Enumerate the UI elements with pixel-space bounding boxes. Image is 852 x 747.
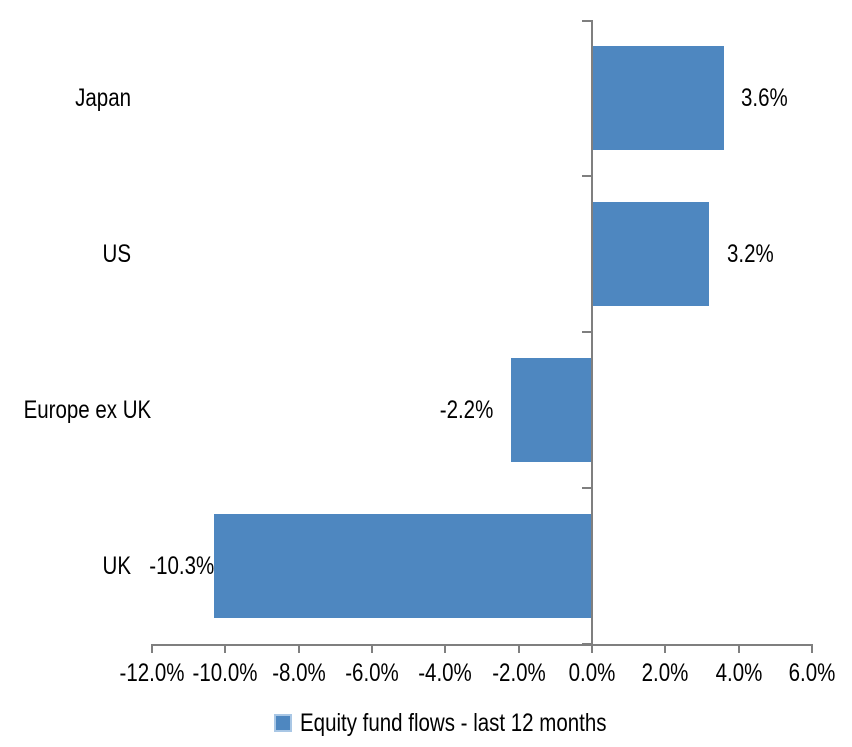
y-axis-tick xyxy=(582,487,591,489)
x-axis-tick xyxy=(517,644,520,653)
y-axis-tick xyxy=(582,20,591,22)
category-label-japan: Japan xyxy=(75,84,131,112)
x-tick-label: -6.0% xyxy=(345,659,399,687)
bar-uk xyxy=(214,514,592,618)
category-label-uk: UK xyxy=(102,552,131,580)
x-axis-tick xyxy=(297,644,300,653)
x-tick-label: 2.0% xyxy=(641,659,689,687)
y-axis-tick xyxy=(582,643,591,645)
x-axis-tick xyxy=(591,644,593,653)
value-label-us: 3.2% xyxy=(727,240,775,268)
legend-swatch xyxy=(274,714,292,732)
value-label-europe-ex-uk: -2.2% xyxy=(439,396,494,424)
x-axis-tick xyxy=(224,644,227,653)
y-axis-line xyxy=(591,20,593,646)
x-tick-label: -4.0% xyxy=(418,659,473,687)
bar-europe-ex-uk xyxy=(511,358,592,462)
x-tick-label: -12.0% xyxy=(119,659,185,687)
value-label-japan: 3.6% xyxy=(741,84,788,112)
legend-label: Equity fund flows - last 12 months xyxy=(300,709,607,737)
y-axis-tick xyxy=(582,331,591,333)
bar-us xyxy=(592,202,710,306)
x-tick-label: -10.0% xyxy=(192,659,258,687)
x-tick-label: 4.0% xyxy=(715,659,763,687)
category-label-europe-ex-uk: Europe ex UK xyxy=(23,396,152,424)
bar-japan xyxy=(592,46,724,150)
x-tick-label: 6.0% xyxy=(788,659,836,687)
y-axis-tick xyxy=(582,175,591,177)
x-axis-tick xyxy=(811,644,813,653)
category-label-us: US xyxy=(102,240,131,268)
x-tick-label: -2.0% xyxy=(491,659,546,687)
x-axis-tick xyxy=(737,644,740,653)
x-axis-tick xyxy=(371,644,373,653)
x-axis-line xyxy=(152,644,813,646)
x-axis-tick xyxy=(151,644,153,653)
x-tick-label: 0.0% xyxy=(568,659,616,687)
x-tick-label: -8.0% xyxy=(271,659,326,687)
value-label-uk: -10.3% xyxy=(149,552,215,580)
x-axis-tick xyxy=(444,644,447,653)
x-axis-tick xyxy=(664,644,667,653)
